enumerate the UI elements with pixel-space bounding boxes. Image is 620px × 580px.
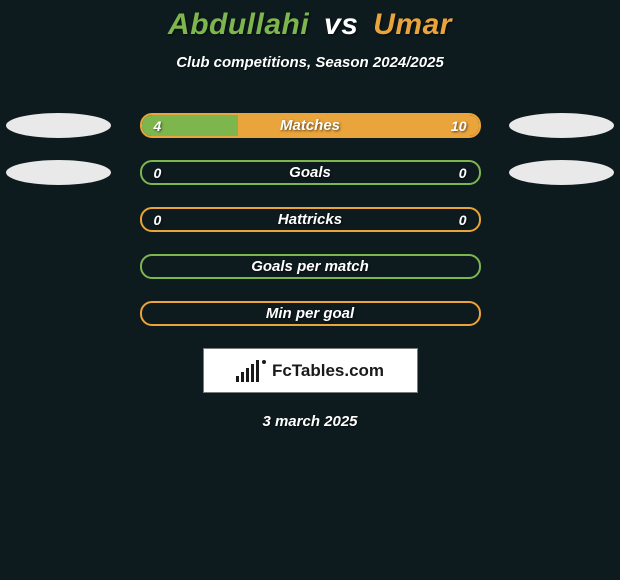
source-badge: FcTables.com xyxy=(203,348,418,393)
comparison-infographic: Abdullahi vs Umar Club competitions, Sea… xyxy=(0,0,620,430)
player-oval-right xyxy=(509,113,614,138)
stat-label: Min per goal xyxy=(142,305,479,322)
stat-label: Hattricks xyxy=(142,211,479,228)
player-oval-left xyxy=(6,160,111,185)
badge-text: FcTables.com xyxy=(272,361,384,381)
stat-row: Min per goal xyxy=(0,301,620,326)
player2-name: Umar xyxy=(373,8,452,41)
page-title: Abdullahi vs Umar xyxy=(0,8,620,42)
vs-label: vs xyxy=(324,8,358,41)
stat-label: Goals per match xyxy=(142,258,479,275)
stat-row: Goals per match xyxy=(0,254,620,279)
stat-bar: 00Goals xyxy=(140,160,481,185)
stat-label: Goals xyxy=(142,164,479,181)
player-oval-left xyxy=(6,113,111,138)
date-label: 3 march 2025 xyxy=(0,413,620,430)
player-oval-right xyxy=(509,160,614,185)
stat-row: 00Goals xyxy=(0,160,620,185)
stat-bar: Goals per match xyxy=(140,254,481,279)
stat-row: 00Hattricks xyxy=(0,207,620,232)
stat-row: 410Matches xyxy=(0,113,620,138)
fctables-logo-icon xyxy=(236,360,266,382)
stat-label: Matches xyxy=(142,117,479,134)
stat-bar: 410Matches xyxy=(140,113,481,138)
player1-name: Abdullahi xyxy=(168,8,309,41)
stat-bar: 00Hattricks xyxy=(140,207,481,232)
subtitle: Club competitions, Season 2024/2025 xyxy=(0,54,620,71)
stat-bar: Min per goal xyxy=(140,301,481,326)
stat-rows: 410Matches 00Goals 00Hattricks Goals per ma… xyxy=(0,113,620,326)
